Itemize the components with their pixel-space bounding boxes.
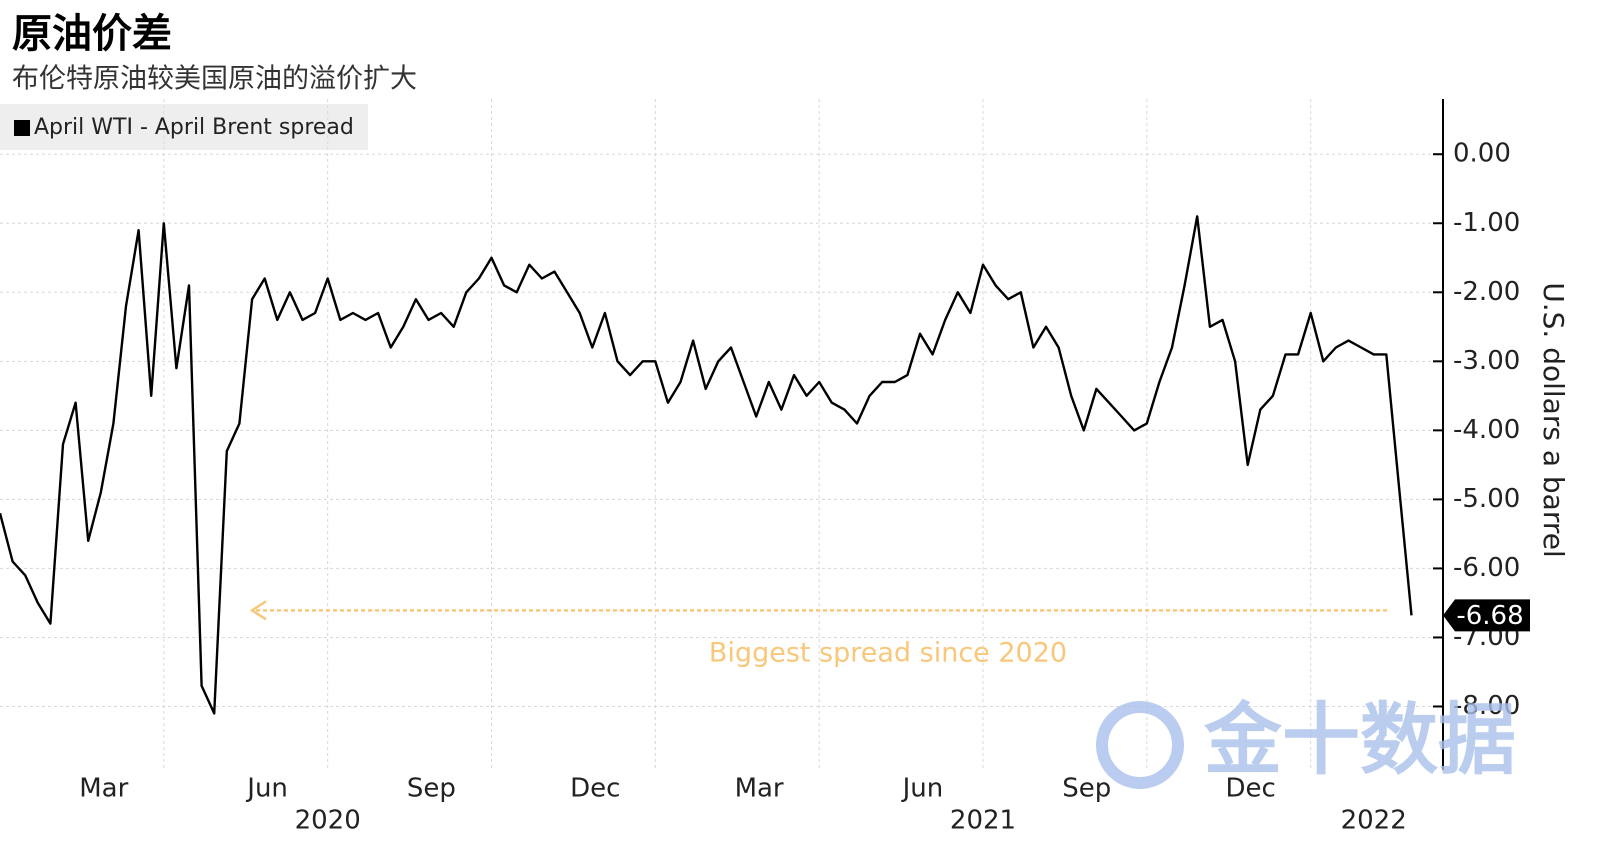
series-line [0, 215, 1413, 715]
watermark: 金十数据 [1203, 695, 1516, 785]
x-tick-label: Mar [735, 774, 784, 804]
x-tick-label: Jun [245, 774, 288, 804]
y-tick-label: -2.00 [1453, 277, 1520, 307]
y-tick-label: -6.00 [1453, 553, 1520, 583]
x-tick-label: Jun [901, 774, 944, 804]
y-tick-label: -4.00 [1453, 415, 1520, 445]
x-tick-label: Dec [1225, 774, 1275, 804]
annotation-text: Biggest spread since 2020 [709, 638, 1067, 669]
y-tick-label: -5.00 [1453, 484, 1520, 514]
x-tick-label: Sep [1062, 774, 1111, 804]
watermark-logo [1096, 701, 1184, 789]
x-year-label: 2022 [1341, 806, 1407, 836]
y-tick-label: 0.00 [1453, 139, 1511, 169]
legend-box [0, 104, 368, 150]
x-tick-label: Sep [407, 774, 456, 804]
chart-title: 原油价差 [12, 11, 172, 57]
y-tick-label: -8.00 [1453, 691, 1520, 721]
chart-subtitle: 布伦特原油较美国原油的溢价扩大 [12, 64, 417, 95]
x-year-label: 2021 [950, 806, 1016, 836]
annotation-arrowhead [249, 600, 267, 621]
x-tick-label: Mar [79, 774, 128, 804]
last-value-label: -6.68 [1456, 601, 1523, 631]
last-value-box [1443, 599, 1530, 632]
y-axis-label: U.S. dollars a barrel [1537, 282, 1570, 558]
x-tick-label: Dec [570, 774, 620, 804]
y-tick-label: -1.00 [1453, 208, 1520, 238]
legend-swatch [14, 120, 30, 136]
x-year-label: 2020 [295, 806, 361, 836]
y-tick-label: -3.00 [1453, 346, 1520, 376]
legend-label: April WTI - April Brent spread [34, 115, 354, 140]
